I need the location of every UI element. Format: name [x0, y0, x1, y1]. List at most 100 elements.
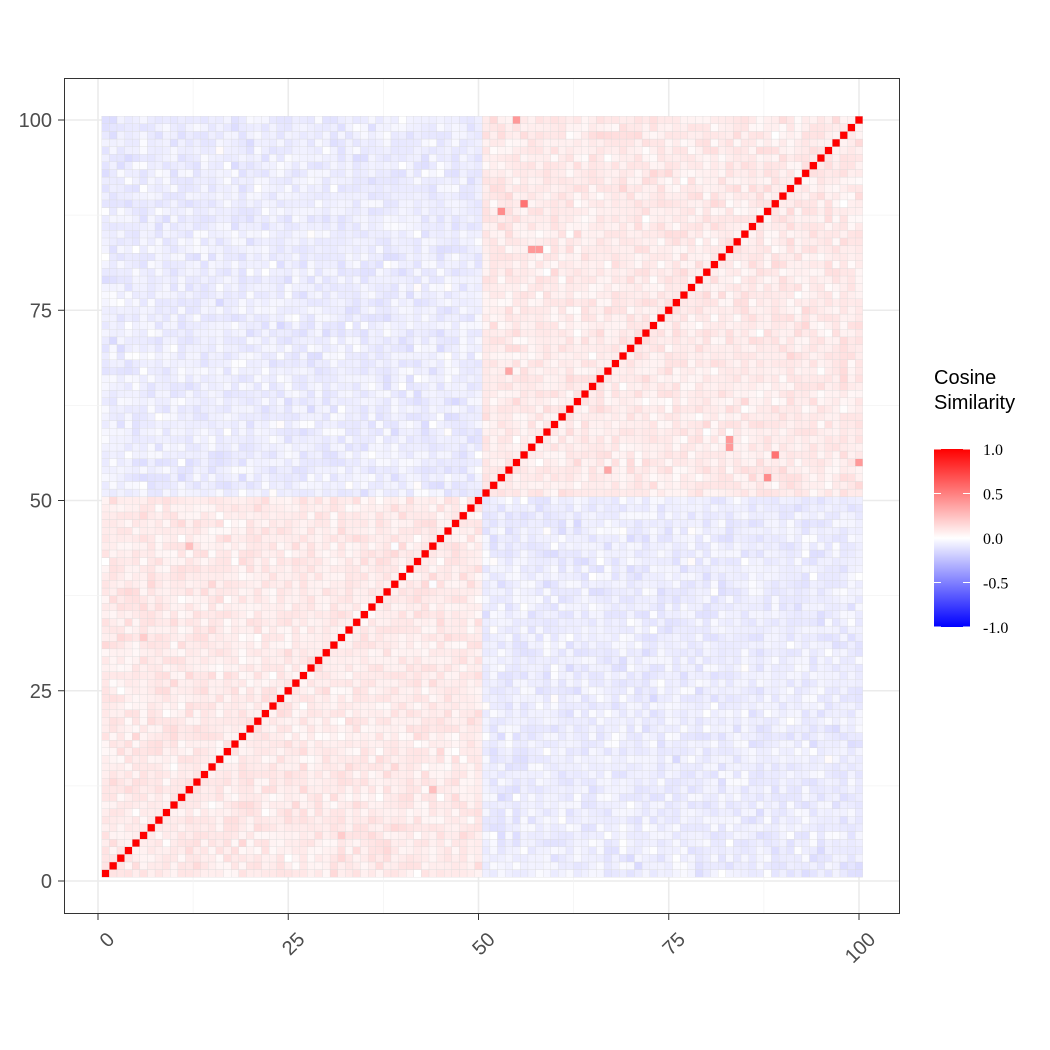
heatmap-cell [124, 336, 133, 345]
heatmap-cell [223, 450, 232, 459]
heatmap-cell [132, 831, 141, 840]
heatmap-cell [314, 161, 323, 170]
heatmap-cell [177, 420, 186, 429]
heatmap-cell [269, 778, 277, 787]
heatmap-cell [208, 641, 217, 650]
heatmap-cell [253, 344, 262, 353]
heatmap-cell [124, 671, 133, 680]
heatmap-cell [337, 671, 346, 680]
heatmap-cell [177, 298, 186, 307]
heatmap-cell [261, 610, 270, 619]
heatmap-cell [367, 808, 376, 817]
heatmap-cell [215, 603, 224, 611]
heatmap-cell [200, 488, 209, 497]
heatmap-cell [307, 663, 316, 672]
heatmap-cell [147, 557, 156, 566]
heatmap-cell [436, 291, 445, 299]
heatmap-cell [147, 671, 156, 680]
heatmap-cell [390, 237, 399, 246]
heatmap-cell [390, 154, 399, 163]
heatmap-cell [185, 473, 194, 482]
heatmap-cell [436, 717, 445, 726]
heatmap-cell [284, 732, 293, 741]
heatmap-cell [291, 336, 300, 345]
heatmap-cell [466, 458, 475, 467]
heatmap-cell [200, 869, 209, 878]
heatmap-cell [299, 146, 308, 155]
heatmap-cell [406, 595, 414, 604]
heatmap-cell [345, 496, 354, 505]
heatmap-cell [428, 146, 437, 155]
heatmap-cell [451, 359, 460, 368]
heatmap-cell [284, 747, 293, 756]
heatmap-cell [170, 389, 179, 398]
heatmap-cell [139, 389, 148, 398]
heatmap-cell [345, 283, 354, 292]
heatmap-cell [474, 351, 483, 360]
heatmap-cell [238, 184, 247, 193]
heatmap-cell [231, 504, 239, 513]
heatmap-cell [101, 184, 110, 193]
heatmap-cell [238, 702, 247, 710]
heatmap-cell [398, 816, 407, 825]
heatmap-cell [238, 154, 247, 163]
heatmap-cell [109, 572, 118, 581]
heatmap-cell [238, 557, 247, 566]
heatmap-cell [390, 443, 399, 452]
heatmap-cell [466, 793, 475, 802]
heatmap-cell [132, 854, 141, 863]
heatmap-cell [428, 694, 437, 703]
heatmap-cell [428, 359, 437, 368]
heatmap-cell [124, 382, 133, 391]
heatmap-cell [352, 625, 361, 634]
heatmap-cell [466, 808, 475, 817]
heatmap-cell [162, 694, 171, 703]
heatmap-cell [375, 138, 384, 147]
heatmap-cell [177, 344, 186, 353]
heatmap-cell [367, 207, 376, 216]
heatmap-cell [428, 808, 437, 817]
heatmap-cell [299, 869, 308, 878]
heatmap-cell [352, 519, 361, 528]
heatmap-cell [231, 519, 239, 528]
heatmap-cell [398, 473, 407, 482]
heatmap-cell [231, 526, 239, 535]
heatmap-cell [109, 762, 118, 771]
heatmap-cell [337, 344, 346, 353]
heatmap-cell [413, 450, 422, 459]
heatmap-cell [162, 770, 171, 779]
heatmap-cell [360, 823, 369, 832]
heatmap-cell [383, 496, 392, 505]
heatmap-cell [124, 793, 133, 802]
heatmap-cell [436, 755, 445, 764]
heatmap-cell [299, 747, 308, 756]
heatmap-cell [390, 260, 399, 269]
heatmap-cell [185, 397, 194, 406]
heatmap-cell [276, 724, 285, 733]
heatmap-cell [474, 367, 483, 376]
heatmap-cell [223, 351, 232, 360]
heatmap-cell [299, 253, 308, 261]
heatmap-cell [246, 382, 255, 391]
heatmap-cell [329, 557, 338, 566]
heatmap-cell [428, 854, 437, 863]
heatmap-cell [200, 161, 209, 170]
heatmap-cell [474, 618, 483, 627]
heatmap-cell [329, 861, 338, 870]
heatmap-cell [261, 192, 270, 201]
heatmap-cell [132, 778, 141, 787]
heatmap-cell [413, 854, 422, 863]
heatmap-cell [170, 291, 179, 299]
heatmap-cell [428, 428, 437, 436]
heatmap-cell [383, 565, 392, 573]
heatmap-cell [444, 253, 453, 261]
heatmap-cell [276, 428, 285, 436]
heatmap-cell [474, 785, 483, 794]
heatmap-cell [192, 291, 201, 299]
heatmap-cell [269, 633, 277, 642]
heatmap-cell [421, 633, 430, 642]
heatmap-cell [170, 671, 179, 680]
heatmap-cell [124, 283, 133, 292]
heatmap-cell [116, 755, 125, 764]
heatmap-cell [238, 534, 247, 543]
